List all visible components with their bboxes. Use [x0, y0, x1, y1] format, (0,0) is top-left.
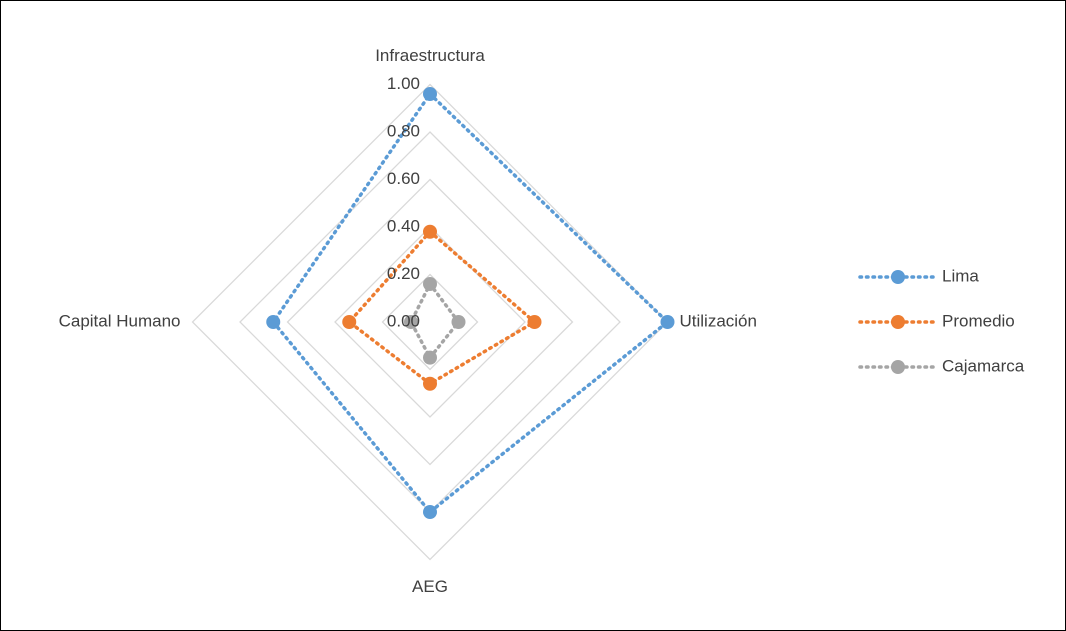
- data-point: [423, 224, 437, 239]
- legend-label: Cajamarca: [942, 356, 1025, 375]
- category-label: Utilización: [680, 311, 757, 330]
- category-label: AEG: [412, 577, 448, 596]
- data-point: [423, 376, 437, 391]
- data-point: [660, 315, 675, 329]
- data-point: [423, 505, 437, 519]
- data-point: [423, 277, 437, 291]
- r-tick-label: 0.00: [387, 311, 420, 330]
- data-point: [342, 315, 357, 329]
- data-point: [527, 315, 542, 329]
- data-point: [451, 315, 466, 329]
- legend-marker: [891, 360, 905, 374]
- r-tick-label: 1.00: [387, 74, 420, 93]
- data-point: [266, 315, 281, 329]
- legend-label: Promedio: [942, 311, 1015, 330]
- grid-ring: [334, 226, 526, 418]
- data-point: [423, 350, 437, 365]
- r-tick-label: 0.40: [387, 216, 420, 235]
- r-tick-label: 0.20: [387, 264, 420, 283]
- grid-ring: [286, 178, 574, 466]
- category-label: Capital Humano: [59, 311, 181, 330]
- legend-marker: [891, 270, 905, 284]
- grid-ring: [191, 83, 669, 561]
- category-label: Infraestructura: [375, 46, 485, 65]
- data-point: [404, 315, 418, 329]
- legend-label: Lima: [942, 266, 979, 285]
- data-point: [423, 87, 437, 101]
- legend-marker: [891, 315, 905, 329]
- grid-ring: [381, 273, 479, 371]
- r-tick-label: 0.80: [387, 121, 420, 140]
- r-tick-label: 0.60: [387, 169, 420, 188]
